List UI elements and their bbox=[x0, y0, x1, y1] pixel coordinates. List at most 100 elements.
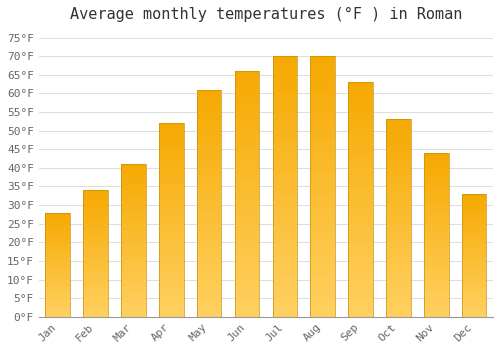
Bar bbox=[272, 294, 297, 297]
Bar bbox=[424, 309, 448, 311]
Bar bbox=[272, 180, 297, 183]
Bar bbox=[159, 128, 184, 131]
Bar bbox=[348, 153, 373, 155]
Bar bbox=[272, 128, 297, 131]
Bar bbox=[310, 203, 335, 206]
Bar bbox=[348, 285, 373, 287]
Bar bbox=[310, 112, 335, 115]
Bar bbox=[424, 257, 448, 259]
Bar bbox=[159, 220, 184, 222]
Bar bbox=[159, 138, 184, 140]
Bar bbox=[272, 196, 297, 200]
Bar bbox=[234, 301, 260, 304]
Bar bbox=[424, 304, 448, 307]
Bar bbox=[348, 179, 373, 182]
Bar bbox=[424, 218, 448, 220]
Bar bbox=[310, 66, 335, 69]
Bar bbox=[234, 246, 260, 249]
Bar bbox=[424, 243, 448, 245]
Bar bbox=[197, 274, 222, 277]
Bar bbox=[234, 71, 260, 317]
Bar bbox=[121, 170, 146, 172]
Bar bbox=[84, 273, 108, 274]
Bar bbox=[159, 186, 184, 189]
Bar bbox=[84, 193, 108, 195]
Bar bbox=[46, 310, 70, 312]
Bar bbox=[310, 196, 335, 200]
Bar bbox=[234, 139, 260, 142]
Bar bbox=[121, 300, 146, 302]
Bar bbox=[272, 131, 297, 134]
Bar bbox=[121, 180, 146, 181]
Bar bbox=[84, 214, 108, 216]
Bar bbox=[234, 160, 260, 163]
Bar bbox=[84, 277, 108, 279]
Bar bbox=[310, 307, 335, 310]
Bar bbox=[462, 229, 486, 231]
Bar bbox=[272, 154, 297, 157]
Bar bbox=[46, 245, 70, 246]
Bar bbox=[234, 148, 260, 151]
Bar bbox=[386, 230, 410, 233]
Bar bbox=[84, 228, 108, 230]
Bar bbox=[84, 284, 108, 285]
Bar bbox=[46, 271, 70, 273]
Bar bbox=[462, 260, 486, 261]
Bar bbox=[197, 206, 222, 209]
Bar bbox=[348, 117, 373, 120]
Bar bbox=[121, 237, 146, 239]
Bar bbox=[462, 248, 486, 249]
Bar bbox=[46, 244, 70, 245]
Bar bbox=[234, 173, 260, 175]
Bar bbox=[84, 314, 108, 315]
Bar bbox=[462, 283, 486, 285]
Bar bbox=[386, 127, 410, 129]
Bar bbox=[386, 132, 410, 134]
Bar bbox=[386, 198, 410, 201]
Bar bbox=[424, 186, 448, 188]
Bar bbox=[348, 106, 373, 108]
Bar bbox=[46, 227, 70, 228]
Bar bbox=[386, 314, 410, 317]
Bar bbox=[159, 290, 184, 293]
Bar bbox=[348, 138, 373, 141]
Bar bbox=[197, 223, 222, 226]
Bar bbox=[424, 268, 448, 270]
Bar bbox=[386, 233, 410, 236]
Bar bbox=[121, 265, 146, 267]
Bar bbox=[348, 202, 373, 205]
Bar bbox=[159, 169, 184, 171]
Bar bbox=[348, 238, 373, 240]
Bar bbox=[462, 263, 486, 265]
Bar bbox=[121, 202, 146, 204]
Bar bbox=[46, 296, 70, 297]
Bar bbox=[348, 276, 373, 279]
Bar bbox=[46, 246, 70, 248]
Bar bbox=[234, 191, 260, 194]
Bar bbox=[424, 190, 448, 192]
Bar bbox=[234, 135, 260, 139]
Bar bbox=[310, 294, 335, 297]
Bar bbox=[272, 89, 297, 92]
Bar bbox=[197, 201, 222, 203]
Bar bbox=[197, 118, 222, 121]
Bar bbox=[84, 290, 108, 292]
Bar bbox=[121, 315, 146, 317]
Bar bbox=[462, 225, 486, 226]
Bar bbox=[310, 134, 335, 138]
Bar bbox=[462, 209, 486, 211]
Bar bbox=[197, 215, 222, 217]
Bar bbox=[272, 310, 297, 314]
Bar bbox=[424, 192, 448, 194]
Bar bbox=[272, 291, 297, 294]
Bar bbox=[348, 252, 373, 255]
Bar bbox=[310, 150, 335, 154]
Bar bbox=[159, 232, 184, 234]
Bar bbox=[424, 223, 448, 225]
Bar bbox=[348, 176, 373, 179]
Bar bbox=[159, 133, 184, 135]
Bar bbox=[348, 164, 373, 167]
Bar bbox=[46, 224, 70, 225]
Bar bbox=[159, 191, 184, 193]
Bar bbox=[234, 157, 260, 160]
